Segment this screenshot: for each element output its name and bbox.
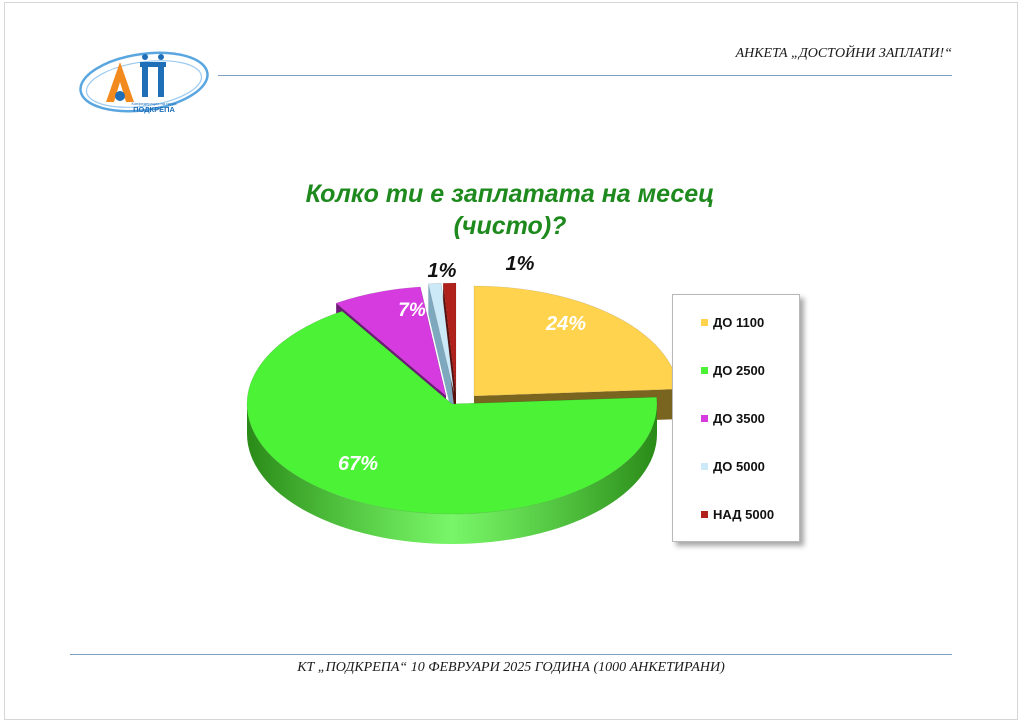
- legend-label-1: ДО 2500: [713, 362, 765, 378]
- pie-label-2: 7%: [398, 300, 426, 321]
- pie-slice-1: [246, 310, 658, 515]
- header-rule: [218, 75, 952, 76]
- podkrepa-logo: Конфедерация на труда ПОДКРЕПА: [76, 46, 214, 120]
- legend-item-2: ДО 3500: [701, 410, 765, 426]
- pie-slice-cut-4-0: [443, 283, 456, 423]
- pie-slice-4: [442, 282, 457, 394]
- footer-rule: [70, 654, 952, 655]
- pie-slice-cut-3-0: [428, 283, 454, 423]
- pie-label-3: 1%: [428, 260, 457, 282]
- logo-caption: Конфедерация на труда: [132, 101, 178, 106]
- chart-title-line1: Колко ти е заплатата на месец: [305, 180, 715, 208]
- legend-item-4: НАД 5000: [701, 506, 774, 522]
- legend-item-0: ДО 1100: [701, 314, 764, 330]
- pie-slice-0: [473, 285, 679, 397]
- pie-label-0: 24%: [545, 313, 586, 335]
- legend-swatch-1: [701, 366, 708, 374]
- header-title: АНКЕТА „ДОСТОЙНИ ЗАПЛАТИ!“: [735, 46, 952, 61]
- legend-label-0: ДО 1100: [713, 314, 765, 330]
- legend-item-1: ДО 2500: [701, 362, 765, 378]
- chart-title-line2: (чисто)?: [453, 212, 567, 240]
- chart-legend: ДО 1100 ДО 2500 ДО 3500 ДО 5000 НАД 5000: [672, 294, 800, 542]
- legend-swatch-2: [701, 414, 708, 422]
- footer-text: КТ „ПОДКРЕПА“ 10 ФЕВРУАРИ 2025 ГОДИНА (1…: [297, 660, 725, 675]
- legend-label-2: ДО 3500: [713, 410, 765, 426]
- pie-label-1: 67%: [338, 453, 378, 475]
- pie-slice-2: [335, 286, 447, 397]
- pie-label-4: 1%: [506, 253, 535, 275]
- logo-text: ПОДКРЕПА: [133, 105, 175, 114]
- page-border: [4, 2, 1018, 720]
- chart-title: Колко ти е заплатата на месец (чисто)?: [230, 178, 790, 242]
- legend-swatch-4: [701, 510, 708, 518]
- legend-label-4: НАД 5000: [713, 506, 775, 522]
- pie-slice-wall-1-0: [247, 404, 657, 544]
- legend-item-3: ДО 5000: [701, 458, 765, 474]
- legend-swatch-3: [701, 462, 708, 470]
- legend-label-3: ДО 5000: [713, 458, 765, 474]
- pie-slice-3: [427, 282, 455, 394]
- legend-swatch-0: [701, 318, 708, 326]
